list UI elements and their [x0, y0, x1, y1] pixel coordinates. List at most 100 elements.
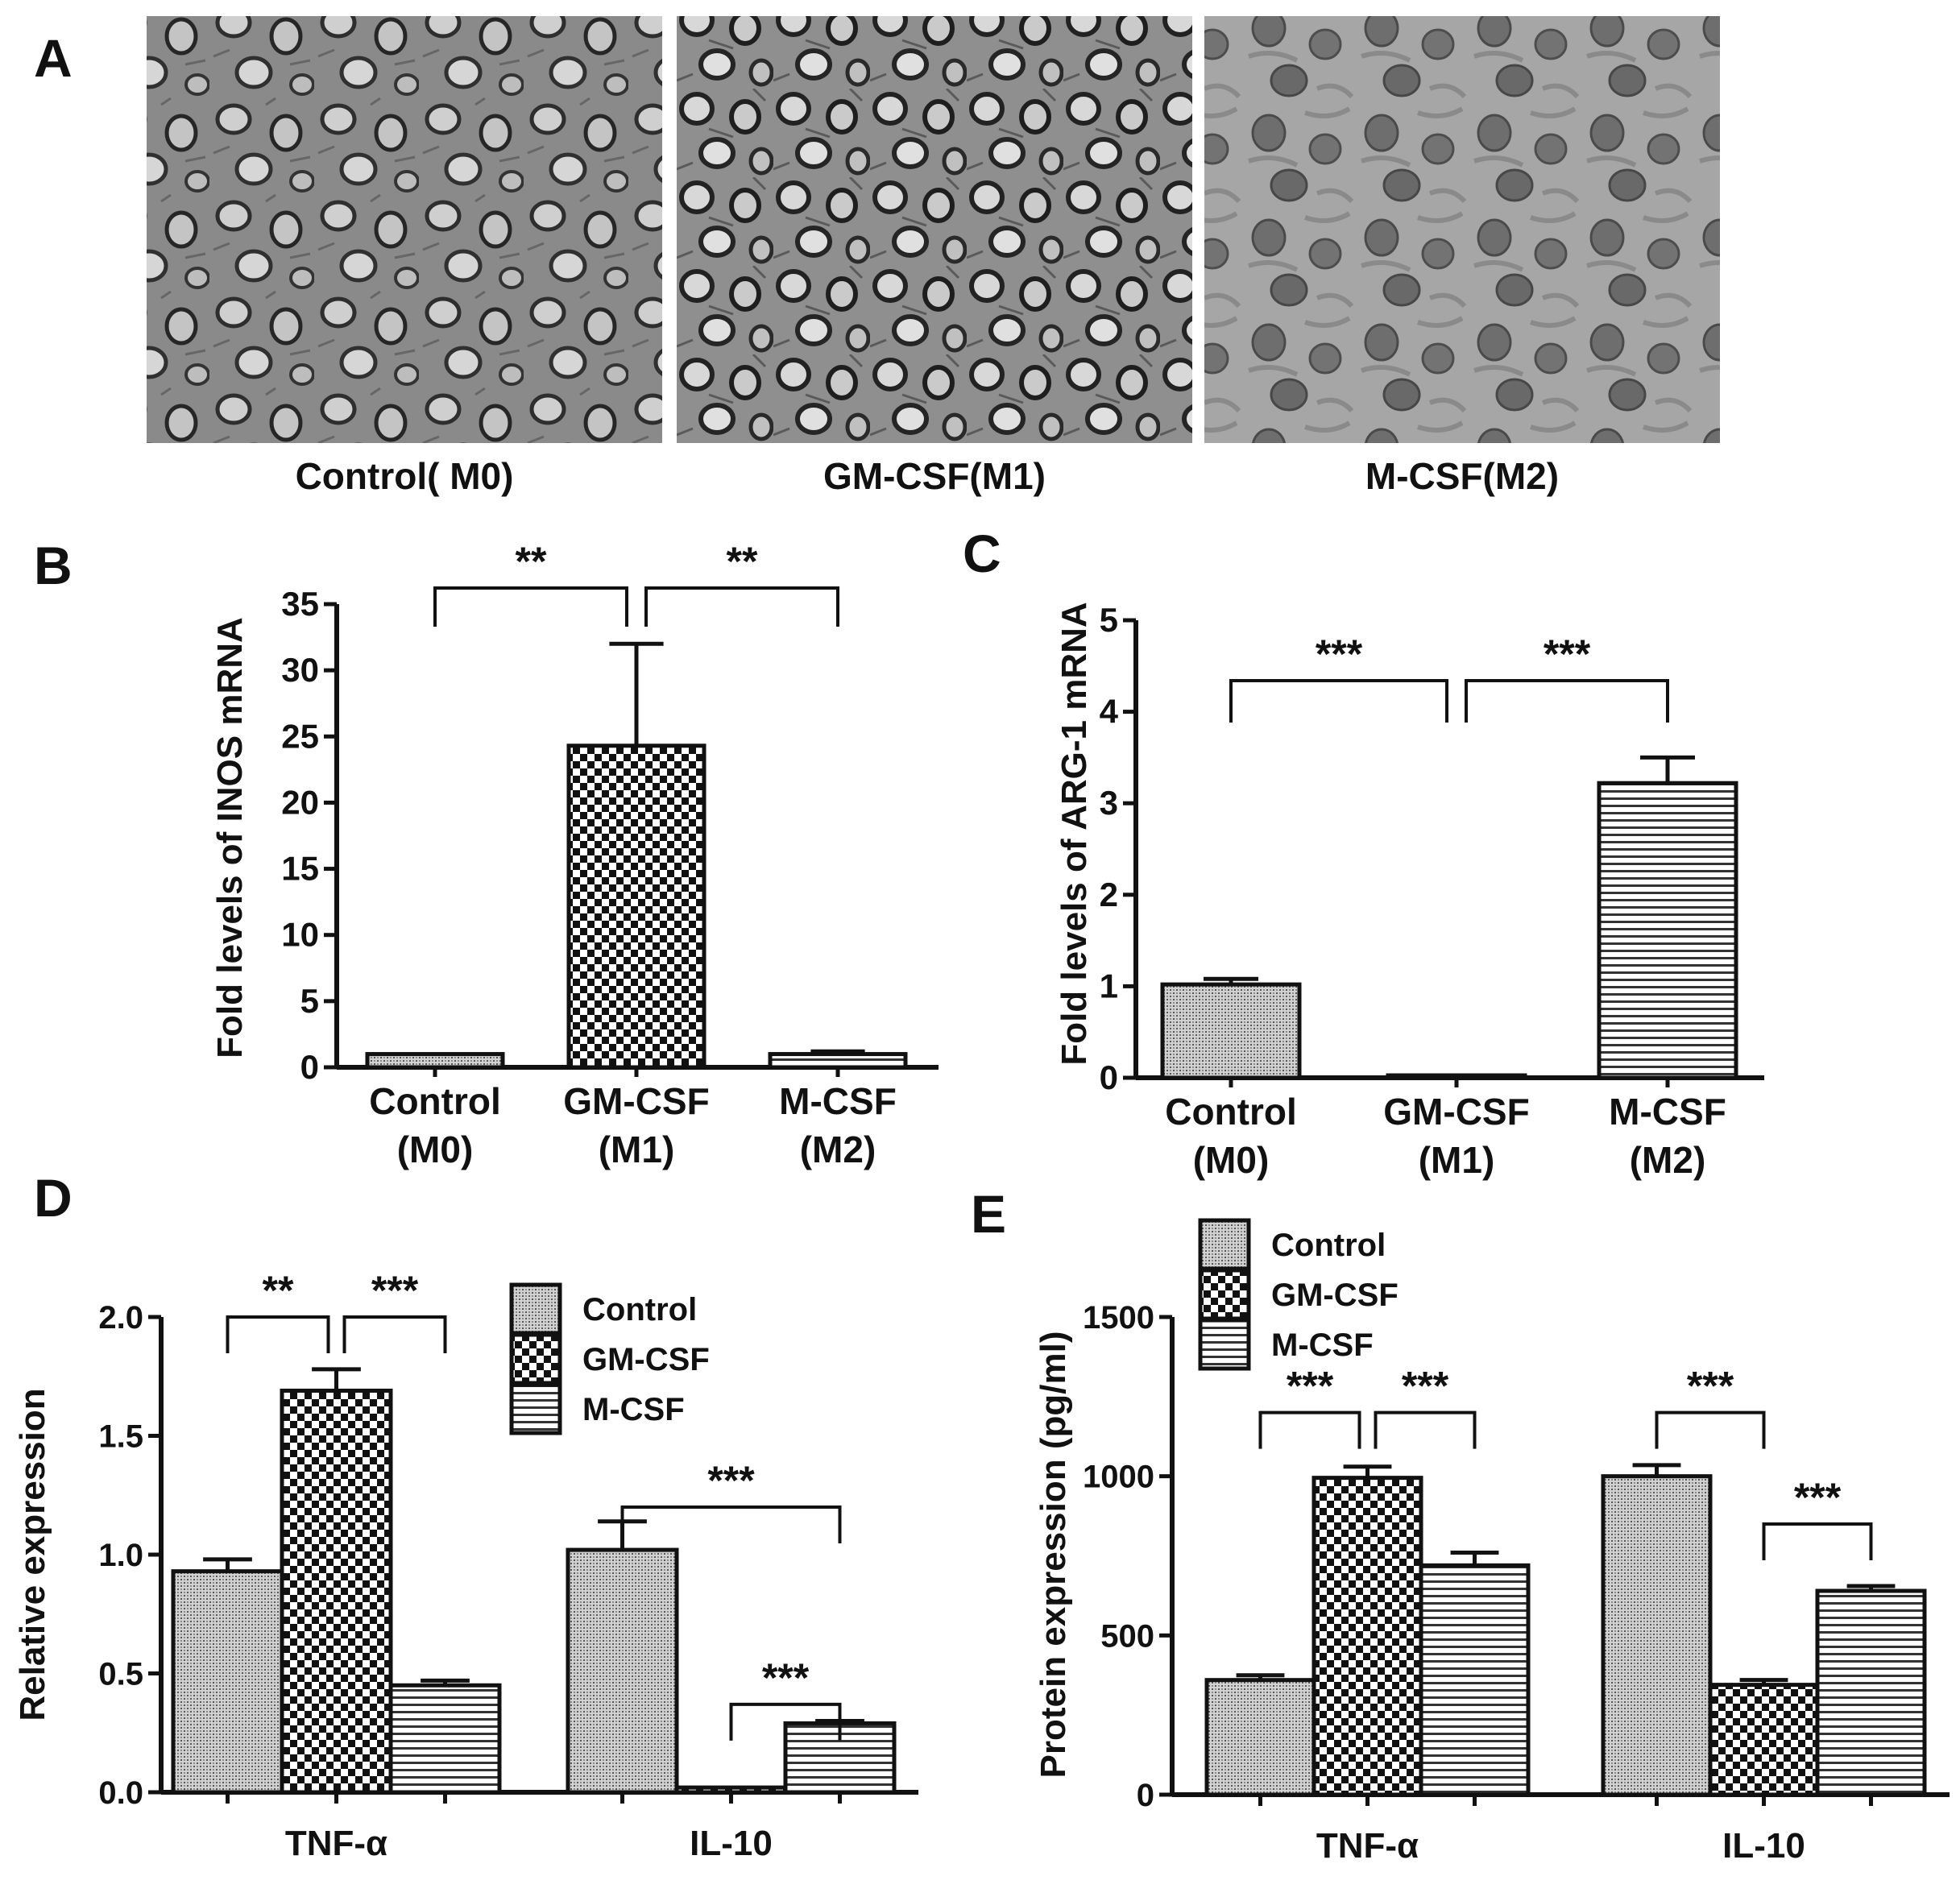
micrograph-m2: M-CSF(M2) — [1204, 16, 1720, 497]
y-axis-label: Protein expression (pg/ml) — [1034, 1332, 1073, 1779]
x-tick-label: Control — [1165, 1091, 1297, 1133]
chart-d: 0.0 0.5 1.0 1.5 2.0 Relative expression TNF-α I… — [13, 1268, 918, 1863]
micrograph-m2-caption: M-CSF(M2) — [1365, 455, 1559, 497]
legend: Control GM-CSF M-CSF — [1198, 1218, 1399, 1371]
significance-bracket — [1762, 1522, 1873, 1560]
significance-bracket — [1655, 1410, 1766, 1449]
bar-gm-csf — [674, 1785, 788, 1795]
bar-gm-csf — [1386, 1073, 1527, 1080]
x-tick-label: (M2) — [1630, 1139, 1706, 1181]
significance-bracket-label: *** — [762, 1655, 810, 1700]
panel-e-letter: E — [971, 1184, 1006, 1244]
micrograph-m1-image — [677, 16, 1192, 443]
legend-label: GM-CSF — [1271, 1278, 1399, 1313]
x-tick-label: GM-CSF — [563, 1080, 709, 1122]
x-tick-label: (M0) — [397, 1129, 474, 1170]
y-tick-label: 1.5 — [98, 1419, 143, 1455]
bar-control — [566, 1547, 679, 1795]
legend-label: Control — [582, 1292, 697, 1327]
micrograph-m0: Control( M0) — [147, 16, 662, 497]
bar-control — [1601, 1474, 1713, 1797]
legend-label: GM-CSF — [582, 1342, 710, 1377]
y-tick-label: 20 — [281, 783, 319, 821]
y-tick-label: 0 — [1137, 1778, 1154, 1813]
significance-bracket — [620, 1505, 842, 1543]
y-tick-label: 35 — [281, 585, 319, 623]
x-tick-label: M-CSF — [779, 1080, 897, 1122]
y-axis-label: Fold levels of INOS mRNA — [210, 617, 250, 1058]
x-tick-label: (M1) — [1419, 1139, 1495, 1181]
bar-m-csf — [388, 1683, 502, 1795]
bar-control — [1204, 1678, 1316, 1797]
legend-swatch-m-csf — [509, 1382, 562, 1435]
chart-e: 0 500 1000 1500 Protein expression (pg/ml) TN… — [1034, 1218, 1950, 1866]
y-tick-label: 3 — [1100, 784, 1118, 822]
legend-swatch-m-csf — [1198, 1318, 1251, 1371]
significance-bracket-label: *** — [1402, 1364, 1449, 1409]
y-tick-label: 1 — [1100, 967, 1118, 1004]
y-axis-label: Fold levels of ARG-1 mRNA — [1055, 602, 1094, 1065]
legend-label: Control — [1271, 1228, 1386, 1263]
y-tick-label: 0.0 — [98, 1775, 143, 1811]
significance-bracket — [1465, 679, 1669, 723]
panel-b-letter: B — [34, 536, 73, 595]
x-tick-label: IL-10 — [690, 1824, 773, 1863]
significance-bracket-label: ** — [727, 539, 758, 584]
x-tick-label: IL-10 — [1722, 1826, 1805, 1866]
x-tick-label: GM-CSF — [1383, 1091, 1529, 1133]
x-tick-label: (M0) — [1193, 1139, 1270, 1181]
y-tick-label: 0 — [1100, 1058, 1118, 1096]
bar-control — [365, 1052, 505, 1070]
y-tick-label: 4 — [1100, 693, 1119, 731]
y-tick-label: 1500 — [1083, 1300, 1154, 1336]
x-tick-label: (M1) — [599, 1129, 675, 1170]
bar-gm-csf — [566, 743, 707, 1070]
significance-bracket — [1258, 1410, 1361, 1449]
significance-bracket — [226, 1315, 330, 1353]
bar-control — [1160, 982, 1302, 1080]
significance-bracket — [433, 586, 628, 627]
significance-bracket — [342, 1315, 447, 1353]
significance-bracket-label: *** — [1287, 1364, 1334, 1409]
bar-gm-csf — [1312, 1476, 1423, 1797]
x-tick-label: M-CSF — [1609, 1091, 1726, 1133]
x-tick-label: (M2) — [800, 1129, 876, 1170]
y-tick-label: 5 — [300, 982, 319, 1020]
bar-m-csf — [1597, 781, 1738, 1080]
bar-gm-csf — [1708, 1683, 1820, 1797]
significance-bracket — [644, 586, 839, 627]
panel-a: A Control( M0) GM-CSF(M1) M-CSF(M2) — [34, 16, 1720, 497]
chart-b: 0 5 10 15 20 25 30 35 Fold levels of INOS mRNA Co… — [210, 539, 939, 1170]
significance-bracket-label: *** — [1316, 632, 1363, 677]
bar-gm-csf — [280, 1388, 393, 1795]
bar-m-csf — [1815, 1588, 1927, 1797]
micrograph-m1-caption: GM-CSF(M1) — [823, 455, 1046, 497]
y-tick-label: 0 — [300, 1048, 319, 1086]
bar-m-csf — [1419, 1563, 1531, 1797]
micrograph-m0-caption: Control( M0) — [296, 455, 514, 497]
bar-control — [171, 1569, 284, 1795]
significance-bracket — [1229, 679, 1448, 723]
x-tick-label: TNF-α — [285, 1824, 387, 1863]
significance-bracket-label: *** — [371, 1268, 419, 1313]
legend-swatch-control — [509, 1282, 562, 1336]
y-tick-label: 1000 — [1083, 1460, 1154, 1495]
y-tick-label: 10 — [281, 916, 319, 954]
significance-bracket-label: ** — [263, 1268, 294, 1313]
significance-bracket — [729, 1702, 842, 1741]
y-tick-label: 15 — [281, 850, 319, 888]
micrograph-m2-image — [1204, 16, 1720, 443]
legend-label: M-CSF — [1271, 1327, 1374, 1363]
legend-label: M-CSF — [582, 1392, 685, 1427]
significance-bracket — [1374, 1410, 1477, 1449]
legend: Control GM-CSF M-CSF — [509, 1282, 710, 1435]
legend-swatch-control — [1198, 1218, 1251, 1271]
significance-bracket-label: *** — [707, 1458, 755, 1503]
panel-c-letter: C — [963, 524, 1001, 583]
y-tick-label: 2 — [1100, 876, 1118, 913]
y-tick-label: 2.0 — [98, 1300, 143, 1336]
y-tick-label: 0.5 — [98, 1657, 143, 1692]
y-tick-label: 25 — [281, 717, 319, 755]
y-tick-label: 5 — [1100, 601, 1118, 639]
